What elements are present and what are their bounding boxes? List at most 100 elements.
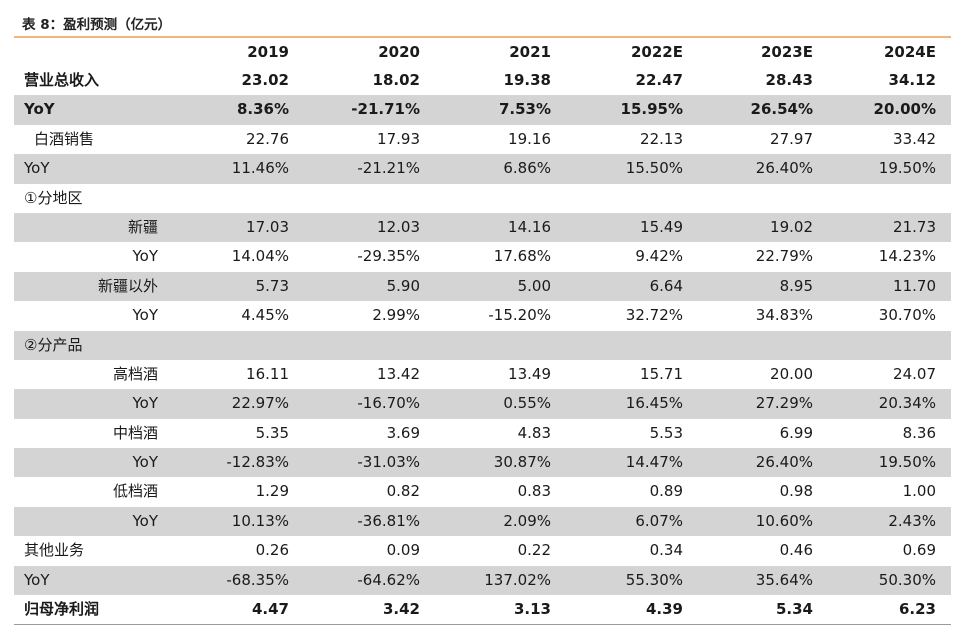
row-label: YoY [132,247,158,266]
table-row: YoY 14.04% -29.35% 17.68% 9.42% 22.79% 14.23% [14,242,951,271]
profit-forecast-table: 2019 2020 2021 2022E 2023E 2024E 营业总收入 23… [14,36,951,625]
table-cell: 14.16 [508,217,551,236]
table-row: 白酒销售 22.76 17.93 19.16 22.13 27.97 33.42 [14,125,951,154]
row-label: YoY [24,159,50,178]
table-cell: -16.70% [357,394,420,413]
table-cell: 30.87% [493,453,551,472]
table-cell [420,184,551,213]
table-cell: 3.42 [382,600,420,619]
header-year: 2023E [761,43,813,61]
table-cell: 8.95 [779,276,813,295]
table-cell: 12.03 [377,217,420,236]
table-cell: 3.69 [386,423,420,442]
table-cell: -12.83% [226,453,289,472]
table-cell [551,331,683,360]
table-cell [813,184,944,213]
table-cell: 20.00% [873,100,936,119]
table-cell: 11.70 [893,276,936,295]
header-year: 2024E [884,43,936,61]
header-year: 2019 [247,43,289,61]
table-cell: 6.99 [779,423,813,442]
table-cell: 5.00 [517,276,551,295]
table-cell: 21.73 [893,217,936,236]
table-cell: 0.69 [902,541,936,560]
table-cell: 15.71 [640,364,683,383]
table-cell: 0.26 [255,541,289,560]
table-cell: 8.36% [236,100,289,119]
table-cell: 35.64% [755,570,813,589]
row-label: 归母净利润 [24,600,100,619]
table-row: 其他业务 0.26 0.09 0.22 0.34 0.46 0.69 [14,536,951,565]
table-cell: 0.98 [779,482,813,501]
table-cell: 17.03 [246,217,289,236]
table-cell: 19.02 [770,217,813,236]
table-cell: 32.72% [625,306,683,325]
table-body: 营业总收入 23.02 18.02 19.38 22.47 28.43 34.12 YoY 8.… [14,66,951,624]
table-cell: 137.02% [484,570,551,589]
table-cell: 7.53% [498,100,551,119]
table-cell: 34.83% [755,306,813,325]
table-cell: 11.46% [231,159,289,178]
table-cell: 17.93 [377,129,420,148]
table-cell: 0.46 [779,541,813,560]
table-cell: 15.95% [620,100,683,119]
table-cell [164,184,289,213]
table-cell: 26.54% [750,100,813,119]
table-row: YoY -68.35% -64.62% 137.02% 55.30% 35.64% 50.3… [14,565,951,596]
table-cell: 0.55% [503,394,551,413]
table-cell: 9.42% [635,247,683,266]
table-row: YoY 8.36% -21.71% 7.53% 15.95% 26.54% 20.00% [14,95,951,125]
table-cell: -31.03% [357,453,420,472]
row-label: YoY [132,306,158,325]
header-year: 2022E [631,43,683,61]
table-row: YoY 4.45% 2.99% -15.20% 32.72% 34.83% 30.70% [14,301,951,330]
table-cell: 5.34 [775,600,813,619]
table-cell: 33.42 [893,129,936,148]
table-cell: 17.68% [493,247,551,266]
table-cell [683,184,813,213]
table-cell: 4.47 [251,600,289,619]
row-label: 营业总收入 [24,71,100,89]
row-label: 中档酒 [112,423,158,442]
row-label: 其他业务 [24,541,85,560]
table-cell: 22.47 [635,71,683,89]
table-cell [813,331,944,360]
table-cell: 28.43 [765,71,813,89]
table-cell: 27.97 [770,129,813,148]
row-label: 低档酒 [112,482,158,501]
table-cell: 2.43% [888,511,936,530]
table-top-rule [14,36,951,38]
table-cell: 16.11 [246,364,289,383]
row-label: YoY [24,100,55,119]
table-row: YoY 22.97% -16.70% 0.55% 16.45% 27.29% 20.34% [14,389,951,419]
table-cell: 14.47% [625,453,683,472]
row-label: ①分地区 [24,188,83,207]
table-cell: 8.36 [902,423,936,442]
table-row: YoY -12.83% -31.03% 30.87% 14.47% 26.40% 19.50… [14,448,951,478]
table-row: 营业总收入 23.02 18.02 19.38 22.47 28.43 34.12 [14,66,951,95]
table-cell: 1.00 [902,482,936,501]
table-cell: 55.30% [625,570,683,589]
row-label: 新疆以外 [97,276,158,295]
table-cell: 0.89 [649,482,683,501]
table-cell: 2.09% [503,511,551,530]
header-year: 2021 [509,43,551,61]
table-cell: 22.97% [231,394,289,413]
table-cell: -21.71% [351,100,420,119]
table-row: 中档酒 5.35 3.69 4.83 5.53 6.99 8.36 [14,419,951,448]
table-row: 高档酒 16.11 13.42 13.49 15.71 20.00 24.07 [14,360,951,389]
table-cell: 26.40% [755,159,813,178]
row-label: 白酒销售 [34,129,95,148]
table-cell: 23.02 [241,71,289,89]
header-label-cell [14,38,164,66]
table-cell [683,331,813,360]
table-cell: 50.30% [878,570,936,589]
table-cell: 19.50% [878,453,936,472]
table-cell: 19.38 [503,71,551,89]
table-cell: 10.60% [755,511,813,530]
row-label: 新疆 [127,217,158,236]
table-cell: -64.62% [357,570,420,589]
row-label: ②分产品 [24,335,83,354]
table-cell: -21.21% [357,159,420,178]
table-cell: 13.42 [377,364,420,383]
